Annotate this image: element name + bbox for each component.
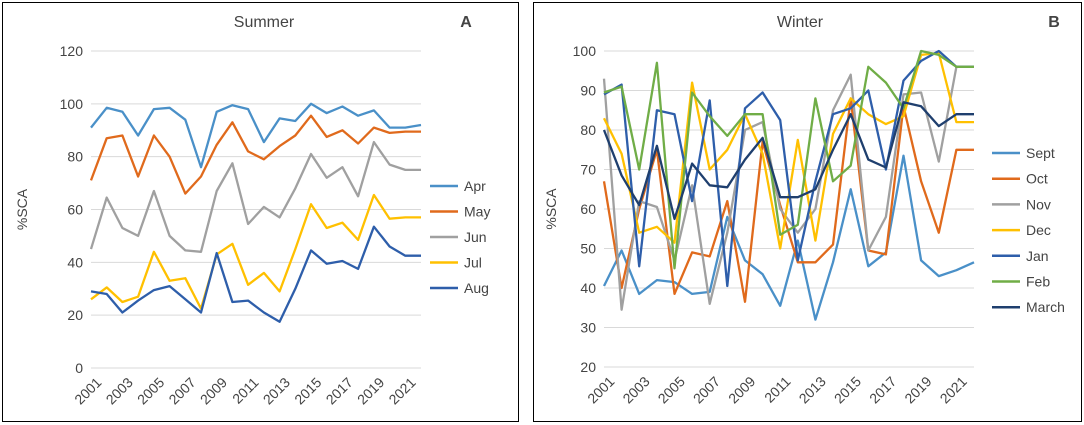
series-line-feb	[603, 49, 974, 270]
x-tick-label: 2021	[937, 373, 970, 406]
x-tick-label: 2005	[655, 373, 688, 406]
y-tick-label: 120	[60, 43, 84, 59]
panel-letter: B	[1048, 14, 1060, 31]
chart-title: Winter	[777, 14, 824, 31]
series-line-aug	[90, 225, 421, 323]
x-tick-label: 2003	[619, 373, 652, 406]
winter-chart-panel: Winter B 20 30 40 50 60 70 80 90 100 %SCA 2001 2003 20…	[533, 2, 1082, 422]
legend-label-sept: Sept	[1026, 145, 1055, 161]
legend-label-dec: Dec	[1026, 222, 1051, 238]
series-line-may	[89, 114, 421, 195]
y-tick-label: 70	[580, 162, 596, 178]
y-tick-label: 60	[580, 201, 596, 217]
summer-chart: Summer A020406080100120%SCA20012003200520…	[14, 14, 490, 408]
panel-letter: A	[460, 14, 472, 31]
series-line-jun	[89, 140, 421, 253]
x-tick-label: 2013	[260, 374, 293, 407]
legend-label-feb: Feb	[1026, 274, 1050, 290]
summer-chart-panel: Summer A 0 20 40 60 80 100 120 %SCA 2001 2003 2005 20…	[2, 2, 519, 422]
y-tick-label: 0	[75, 360, 83, 376]
x-tick-label: 2021	[385, 374, 418, 407]
y-axis-label: %SCA	[14, 188, 30, 230]
legend-label-apr: Apr	[464, 178, 486, 194]
x-tick-label: 2007	[165, 374, 198, 407]
y-tick-label: 40	[580, 280, 596, 296]
x-tick-label: 2011	[761, 373, 794, 406]
chart-title: Summer	[234, 14, 295, 31]
y-tick-label: 100	[60, 96, 84, 112]
x-tick-label: 2003	[103, 374, 136, 407]
x-tick-label: 2011	[229, 374, 262, 407]
x-tick-label: 2013	[796, 373, 829, 406]
y-tick-label: 40	[67, 254, 83, 270]
y-tick-label: 20	[67, 307, 83, 323]
y-tick-label: 50	[580, 241, 596, 257]
x-tick-label: 2017	[866, 373, 899, 406]
series-line-jan	[603, 49, 974, 288]
series-line-oct	[602, 97, 974, 303]
y-tick-label: 90	[580, 83, 596, 99]
y-tick-label: 80	[580, 122, 596, 138]
y-tick-label: 60	[67, 202, 83, 218]
x-tick-label: 2001	[584, 373, 617, 406]
x-tick-label: 2001	[71, 374, 104, 407]
x-tick-label: 2015	[291, 374, 324, 407]
legend-label-jan: Jan	[1026, 248, 1049, 264]
x-tick-label: 2015	[831, 373, 864, 406]
y-tick-label: 80	[67, 149, 83, 165]
y-tick-label: 30	[580, 320, 596, 336]
x-tick-label: 2007	[690, 373, 723, 406]
series-line-jul	[90, 193, 421, 310]
x-tick-label: 2005	[134, 374, 167, 407]
x-tick-label: 2009	[197, 374, 230, 407]
x-tick-label: 2019	[354, 374, 387, 407]
x-tick-label: 2019	[901, 373, 934, 406]
y-tick-label: 20	[580, 359, 596, 375]
legend-label-oct: Oct	[1026, 171, 1048, 187]
x-tick-label: 2017	[323, 374, 356, 407]
legend-label-may: May	[464, 204, 490, 220]
series-line-march	[602, 101, 974, 221]
series-line-apr	[90, 102, 422, 169]
y-tick-label: 100	[573, 43, 597, 59]
legend-label-aug: Aug	[464, 280, 489, 296]
legend-label-march: March	[1026, 299, 1065, 315]
series-line-sept	[602, 154, 975, 321]
legend-label-jun: Jun	[464, 229, 487, 245]
x-tick-label: 2009	[725, 373, 758, 406]
legend-label-nov: Nov	[1026, 196, 1051, 212]
legend-label-jul: Jul	[464, 255, 482, 271]
y-axis-label: %SCA	[543, 188, 559, 230]
